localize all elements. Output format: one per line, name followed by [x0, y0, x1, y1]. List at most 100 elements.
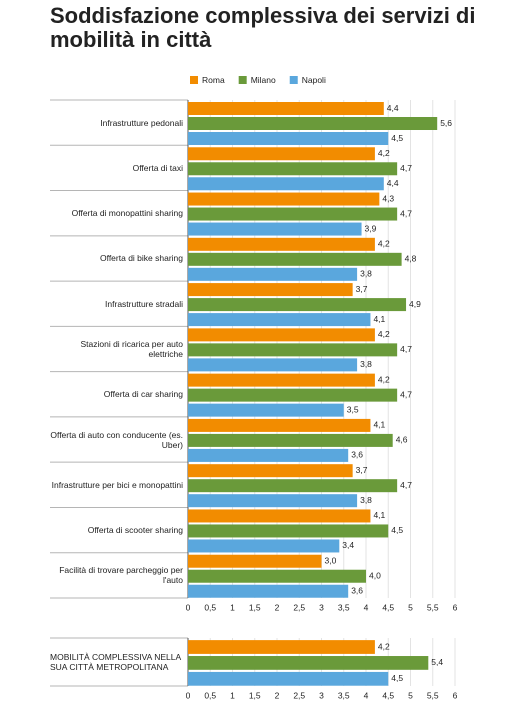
x-tick-label: 1: [230, 602, 235, 612]
x-tick-label: 2,5: [293, 602, 305, 612]
bar: [188, 479, 398, 493]
x-tick-label: 4,5: [382, 602, 394, 612]
x-tick-label: 2: [275, 690, 280, 700]
legend-swatch: [238, 76, 247, 84]
value-label: 3,4: [342, 540, 354, 550]
value-label: 4,2: [378, 374, 390, 384]
x-tick-label: 4: [364, 602, 369, 612]
category-label: Facilità di trovare parcheggio per l'aut…: [59, 565, 183, 586]
x-tick-label: 5: [408, 602, 413, 612]
value-label: 3,7: [356, 465, 368, 475]
value-label: 4,7: [400, 389, 412, 399]
value-label: 3,0: [325, 555, 337, 565]
value-label: 4,1: [373, 510, 385, 520]
value-label: 4,5: [391, 673, 403, 683]
bar: [188, 418, 371, 432]
x-tick-label: 6: [453, 602, 458, 612]
value-label: 5,6: [440, 118, 452, 128]
x-tick-label: 5,5: [427, 602, 439, 612]
value-label: 3,8: [360, 495, 372, 505]
x-tick-label: 1,5: [249, 690, 261, 700]
bar: [188, 656, 429, 670]
bar: [188, 373, 375, 387]
value-label: 4,1: [373, 420, 385, 430]
category-label: Offerta di scooter sharing: [87, 525, 183, 536]
value-label: 4,2: [378, 329, 390, 339]
bar: [188, 464, 353, 478]
x-tick-label: 3: [319, 690, 324, 700]
x-tick-label: 4,5: [382, 690, 394, 700]
bar: [188, 313, 371, 327]
bar: [188, 147, 375, 161]
value-label: 3,7: [356, 284, 368, 294]
category-label: MOBILITÀ COMPLESSIVA NELLA SUA CITTÀ MET…: [50, 652, 181, 672]
x-tick-label: 6: [453, 690, 458, 700]
bar: [188, 403, 344, 417]
bar: [188, 237, 375, 251]
category-label: Offerta di car sharing: [103, 389, 183, 400]
bar: [188, 433, 393, 447]
value-label: 3,8: [360, 359, 372, 369]
bar: [188, 448, 349, 462]
value-label: 3,9: [365, 223, 377, 233]
bar: [188, 358, 358, 372]
value-label: 4,5: [391, 525, 403, 535]
x-tick-label: 3,5: [338, 690, 350, 700]
bar: [188, 117, 438, 131]
bar: [188, 252, 402, 266]
x-tick-label: 0,5: [204, 602, 216, 612]
value-label: 4,7: [400, 344, 412, 354]
x-tick-label: 3,5: [338, 602, 350, 612]
value-label: 4,7: [400, 480, 412, 490]
value-label: 4,4: [387, 103, 399, 113]
bar: [188, 328, 375, 342]
value-label: 4,9: [409, 299, 421, 309]
bar: [188, 388, 398, 402]
value-label: 4,0: [369, 570, 381, 580]
category-label: Offerta di taxi: [132, 162, 183, 173]
bar: [188, 162, 398, 176]
x-tick-label: 2: [275, 602, 280, 612]
legend-swatch: [190, 76, 198, 84]
x-tick-label: 4: [364, 690, 369, 700]
value-label: 5,4: [431, 657, 443, 667]
bar: [188, 192, 380, 206]
chart-title: Soddisfazione complessiva dei servizi di…: [50, 3, 476, 52]
value-label: 4,8: [405, 254, 417, 264]
x-tick-label: 1: [230, 690, 235, 700]
x-tick-label: 3: [319, 602, 324, 612]
bar: [188, 343, 398, 357]
value-label: 4,7: [400, 208, 412, 218]
value-label: 4,5: [391, 133, 403, 143]
bar: [188, 671, 389, 686]
value-label: 3,6: [351, 585, 363, 595]
value-label: 4,7: [400, 163, 412, 173]
value-label: 4,4: [387, 178, 399, 188]
x-tick-label: 5,5: [427, 690, 439, 700]
bar: [188, 539, 340, 553]
legend-swatch: [289, 76, 298, 84]
legend-label: Roma: [202, 75, 225, 85]
x-tick-label: 0: [186, 602, 191, 612]
x-tick-label: 2,5: [293, 690, 305, 700]
category-label: Infrastrutture pedonali: [100, 117, 183, 128]
category-label: Offerta di monopattini sharing: [71, 208, 183, 219]
bar: [188, 509, 371, 523]
bar: [188, 554, 322, 568]
value-label: 3,5: [347, 404, 359, 414]
x-tick-label: 0,5: [204, 690, 216, 700]
bar: [188, 524, 389, 538]
category-label: Infrastrutture per bici e monopattini: [51, 479, 183, 490]
bar: [188, 283, 353, 297]
value-label: 4,2: [378, 641, 390, 651]
bar: [188, 102, 384, 116]
value-label: 4,6: [396, 435, 408, 445]
category-label: Stazioni di ricarica per auto elettriche: [80, 338, 183, 359]
value-label: 3,8: [360, 269, 372, 279]
x-tick-label: 5: [408, 690, 413, 700]
bar: [188, 132, 389, 146]
legend-label: Milano: [251, 75, 276, 85]
value-label: 4,3: [382, 193, 394, 203]
